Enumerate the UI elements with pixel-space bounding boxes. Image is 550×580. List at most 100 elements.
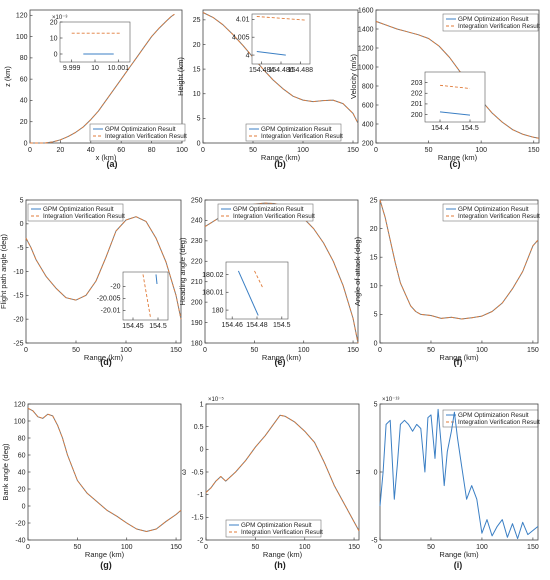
x-tick-label: 9.999 [63,65,81,72]
y-tick-label: -1 [197,492,203,499]
x-tick-label: 150 [527,347,539,354]
x-tick-label: 0 [26,544,30,551]
inset-e: 154.46 154.48 154.5 180 180.01 180.02 [202,261,291,329]
y-tick-label: 220 [191,259,203,266]
y-tick-label: 15 [370,255,378,262]
y-tick-label: 80 [20,55,28,62]
y-tick-label: -10 [13,269,23,276]
x-tick-label: 100 [176,147,188,154]
legend-label-gpm: GPM Optimization Result [261,126,332,133]
inset-series-integration [256,16,306,21]
panel-label: (e) [275,357,286,367]
y-tick-label: 25 [370,197,378,204]
inset-frame [251,13,311,65]
legend-label-integration: Integration Verification Result [261,133,343,140]
x-tick-label: 154.4 [431,125,449,132]
legend-label-gpm: GPM Optimization Result [458,206,529,213]
y-tick-label: -20 [15,520,25,527]
y-tick-label: 40 [18,469,26,476]
y-tick-label: 180 [212,307,224,314]
y-tick-label: 10 [370,283,378,290]
y-tick-label: 20 [193,42,201,49]
x-tick-label: 50 [427,347,435,354]
series-line-gpm [27,407,182,532]
y-tick-label: 0 [374,469,378,476]
x-tick-label: 100 [299,544,311,551]
x-tick-label: 100 [121,544,133,551]
panel-label: (a) [107,159,118,169]
y-tick-label: 4.005 [232,35,250,42]
inset-series-integration [439,84,471,89]
y-tick-label: 20 [20,119,28,126]
chart-panel-f: 0 50 100 150 0 5 10 15 20 25 Range (km) Angle of at… [353,197,540,367]
axes-frame [202,9,359,144]
chart-panel-d: 0 50 100 150 -25 -20 -15 -10 -5 0 5 Range (km) Fligh… [0,197,182,367]
x-tick-label: 0 [203,347,207,354]
y-tick-label: 15 [193,66,201,73]
y-tick-label: -20 [13,316,23,323]
x-tick-label: 150 [527,544,539,551]
x-tick-label: 50 [425,147,433,154]
series-line-gpm [205,414,360,532]
y-tick-label: 200 [411,112,423,119]
y-exponent: ×10⁻⁵ [208,396,224,403]
y-tick-label: -25 [13,340,23,347]
y-tick-label: 230 [191,238,203,245]
y-tick-label: 210 [191,279,203,286]
y-tick-label: 203 [411,80,423,87]
x-tick-label: 154.5 [461,125,479,132]
x-axis-label: Range (km) [439,353,479,362]
legend-label-gpm: GPM Optimization Result [105,126,176,133]
y-tick-label: 100 [16,34,28,41]
y-tick-label: 80 [18,435,26,442]
inset-series-gpm [155,274,158,285]
y-axis-label: Bank angle (deg) [1,443,10,501]
x-tick-label: 50 [251,544,259,551]
x-tick-label: 154.5 [149,323,167,330]
x-tick-label: 0 [201,147,205,154]
y-tick-label: 240 [191,218,203,225]
y-tick-label: 0 [374,340,378,347]
y-tick-label: -20 [110,284,120,291]
legend-label-gpm: GPM Optimization Result [43,206,114,213]
y-tick-label: 5 [374,312,378,319]
y-tick-label: 202 [411,91,423,98]
y-axis-label: z (km) [3,66,12,87]
y-tick-label: 190 [191,320,203,327]
panel-label: (f) [454,357,463,367]
inset-series-gpm [256,51,286,56]
legend-label-integration: Integration Verification Result [105,133,187,140]
axes-frame [204,199,359,344]
y-tick-label: 100 [14,418,26,425]
legend-label-gpm: GPM Optimization Result [233,206,304,213]
y-axis-label: Heading angle (deg) [178,237,187,305]
y-tick-label: 120 [14,401,26,408]
y-tick-label: 0 [54,51,58,58]
series-line-integration [205,414,360,532]
inset-exponent: ×10⁻³ [52,15,67,21]
x-axis-label: Range (km) [439,550,479,559]
x-tick-label: 100 [298,347,310,354]
y-tick-label: 400 [362,121,374,128]
y-axis-label: Height (km) [176,57,185,96]
x-tick-label: 50 [73,544,81,551]
y-tick-label: 180.02 [202,272,224,279]
y-exponent: ×10⁻¹³ [382,397,399,403]
y-tick-label: 180.01 [202,290,224,297]
chart-panel-b: 0 50 100 150 0 5 10 15 20 25 Range (km) Height (km)… [176,9,359,169]
x-tick-label: 154.488 [288,67,313,74]
series-line-integration [25,216,182,320]
y-tick-label: 4 [246,52,250,59]
y-tick-label: 1200 [358,45,374,52]
y-tick-label: -2 [197,537,203,544]
x-tick-label: 100 [120,347,132,354]
y-tick-label: 200 [191,299,203,306]
legend-box [245,123,342,142]
x-tick-label: 154.486 [268,67,293,74]
chart-panel-h: 0 50 100 150 -2 -1.5 -1 -0.5 0 0.5 1 Range (km) ω ×10… [179,396,360,570]
x-tick-label: 154.484 [249,67,274,74]
